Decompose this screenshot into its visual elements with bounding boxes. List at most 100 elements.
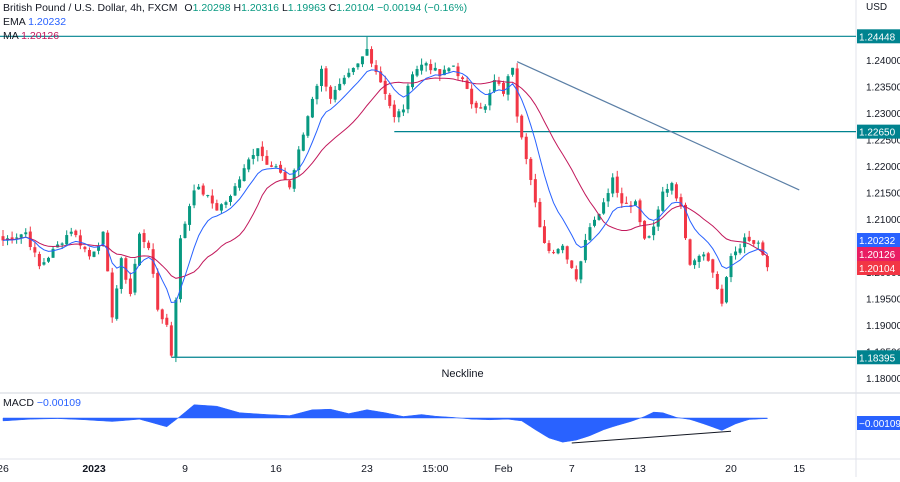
candle-body <box>310 98 314 118</box>
price-badge-ema: 1.20232 <box>857 233 900 247</box>
ema-label: EMA <box>3 16 26 28</box>
symbol-title: British Pound / U.S. Dollar, 4h, FXCM <box>3 2 178 14</box>
candle-body <box>351 67 355 73</box>
candle-body <box>524 136 528 160</box>
candle-body <box>515 68 519 117</box>
candle-body <box>401 109 405 113</box>
candle-body <box>492 80 496 92</box>
macd-area <box>2 404 768 443</box>
high-label: H <box>233 2 242 14</box>
candle-body <box>251 155 255 159</box>
candle-body <box>24 232 28 235</box>
candle-body <box>652 226 656 236</box>
candle-body <box>110 272 114 318</box>
x-tick-label: 16 <box>270 463 282 475</box>
candle-body <box>747 236 751 241</box>
candle-body <box>711 259 715 273</box>
macd-value: −0.00109 <box>36 397 81 409</box>
x-tick-label: 2023 <box>82 463 106 475</box>
candle-body <box>360 56 364 65</box>
resistance-trendline <box>516 61 800 191</box>
candle-body <box>192 190 196 206</box>
candle-body <box>206 195 210 197</box>
candle-body <box>643 220 647 239</box>
x-tick-label: 13 <box>634 463 646 475</box>
level-badge-bg <box>857 29 900 44</box>
candle-body <box>33 247 37 253</box>
candle-body <box>470 88 474 105</box>
candle-body <box>356 63 360 68</box>
candle-body <box>288 180 292 188</box>
candle-body <box>283 172 287 180</box>
level-price-badge: 1.24448 <box>857 29 900 44</box>
candle-body <box>583 239 587 261</box>
open-value: 1.20298 <box>192 2 231 14</box>
price-badge-label: 1.20232 <box>859 236 896 247</box>
candle-body <box>83 246 87 250</box>
candle-body <box>370 49 374 64</box>
candle-body <box>638 200 642 223</box>
candle-body <box>702 254 706 257</box>
low-value: 1.19963 <box>287 2 326 14</box>
candle-body <box>447 68 451 72</box>
low-label: L <box>281 2 288 14</box>
macd-legend[interactable]: MACD −0.00109 <box>3 397 81 410</box>
macd-badge-label: −0.00109 <box>859 419 900 430</box>
candle-body <box>1 236 5 241</box>
candle-body <box>210 195 214 204</box>
candle-body <box>142 233 146 242</box>
currency-label: USD <box>866 2 887 13</box>
y-tick-label: 1.18000 <box>866 374 900 385</box>
x-tick-label: 7 <box>569 463 575 475</box>
candle-body <box>365 49 369 56</box>
candle-body <box>301 134 305 151</box>
level-badge-bg <box>857 350 900 365</box>
candle-body <box>156 272 160 310</box>
candle-body <box>734 251 738 256</box>
macd-badge-bg <box>857 416 900 430</box>
candle-body <box>520 115 524 138</box>
y-tick-label: 1.19500 <box>866 295 900 306</box>
x-tick-label: 23 <box>361 463 373 475</box>
candle-body <box>388 94 392 106</box>
candle-body <box>169 325 173 356</box>
ema-legend[interactable]: EMA 1.20232 <box>3 16 66 29</box>
y-tick-label: 1.23500 <box>866 83 900 94</box>
high-value: 1.20316 <box>241 2 280 14</box>
level-price-badge: 1.18395 <box>857 350 900 365</box>
ema-line <box>2 69 768 304</box>
x-tick-label: 26 <box>0 463 9 475</box>
candle-body <box>183 223 187 238</box>
candle-body <box>684 204 687 239</box>
candle-body <box>602 202 606 214</box>
ma-legend[interactable]: MA 1.20126 <box>3 30 59 43</box>
candle-body <box>456 66 460 77</box>
candle-body <box>665 189 669 193</box>
candle-body <box>724 277 728 303</box>
candle-body <box>106 232 110 272</box>
candle-body <box>615 176 619 193</box>
candle-body <box>324 68 328 87</box>
ma-value: 1.20126 <box>21 30 60 42</box>
candle-body <box>606 193 610 202</box>
candle-body <box>119 258 123 289</box>
x-tick-label: 20 <box>725 463 737 475</box>
x-tick-label: 9 <box>182 463 188 475</box>
candle-body <box>147 242 151 249</box>
candle-body <box>706 253 710 261</box>
symbol-legend: British Pound / U.S. Dollar, 4h, FXCM O1… <box>3 2 467 15</box>
change-value: −0.00194 (−0.16%) <box>377 2 468 14</box>
candle-body <box>115 288 119 319</box>
price-badge-label: 1.20126 <box>859 250 896 261</box>
y-tick-label: 1.22000 <box>866 162 900 173</box>
candle-body <box>47 257 50 262</box>
candle-body <box>533 179 537 203</box>
candle-body <box>247 159 251 170</box>
candle-body <box>497 81 501 84</box>
candle-body <box>101 231 105 245</box>
macd-price-badge: −0.00109 <box>857 416 900 430</box>
level-badge-label: 1.24448 <box>859 32 896 43</box>
candle-body <box>333 89 337 100</box>
